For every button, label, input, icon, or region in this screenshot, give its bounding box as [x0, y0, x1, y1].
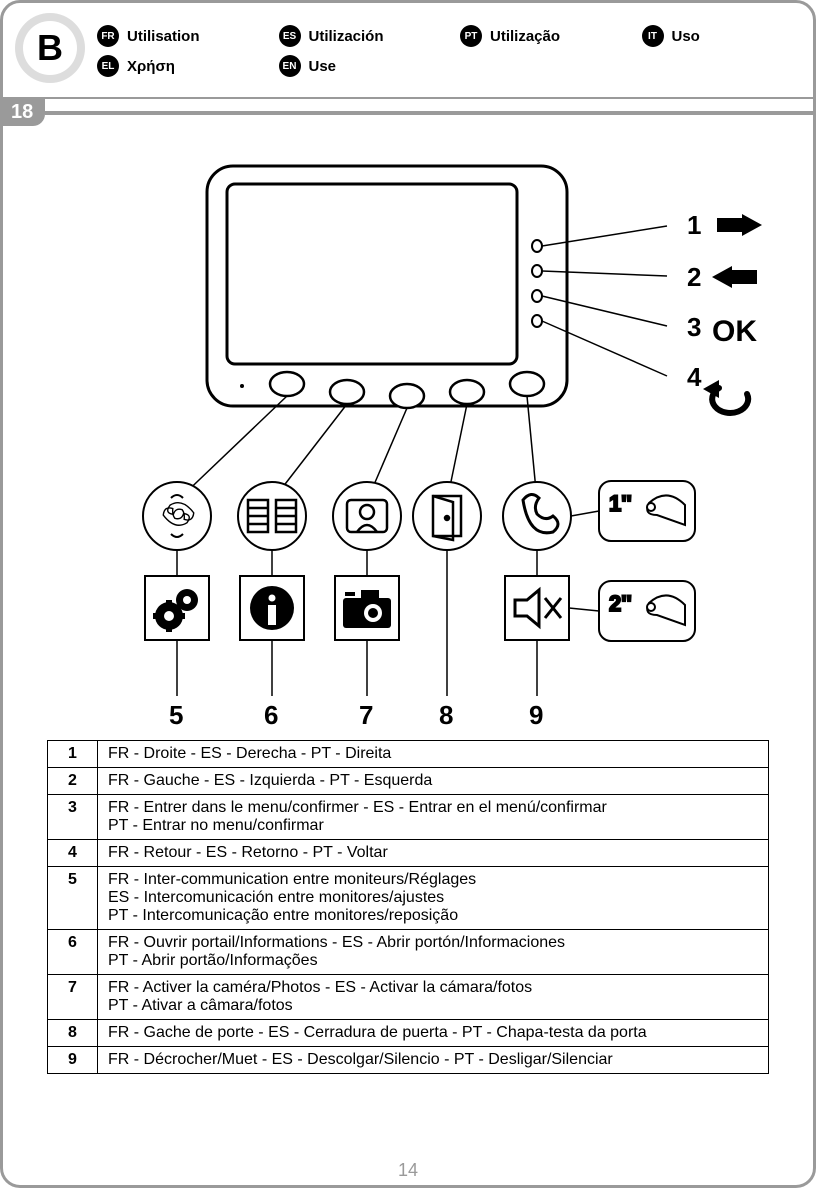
legend-table: 1FR - Droite - ES - Derecha - PT - Direi…: [47, 740, 769, 1074]
lang-code-pt: PT: [460, 25, 482, 47]
side-num-1: 1: [687, 210, 701, 240]
bottom-num-5: 5: [169, 700, 183, 730]
legend-num: 6: [48, 930, 98, 975]
device-diagram: 1 2 3 4 OK: [47, 136, 769, 736]
lang-label-fr: Utilisation: [127, 28, 200, 45]
bottom-num-9: 9: [529, 700, 543, 730]
lang-label-pt: Utilização: [490, 28, 560, 45]
legend-num: 2: [48, 768, 98, 795]
bottom-num-7: 7: [359, 700, 373, 730]
press-2s: 2'': [609, 591, 632, 616]
lang-fr: FR Utilisation: [97, 25, 249, 47]
legend-row: 9FR - Décrocher/Muet - ES - Descolgar/Si…: [48, 1047, 769, 1074]
legend-text: FR - Inter-communication entre moniteurs…: [98, 867, 769, 930]
legend-text: FR - Gache de porte - ES - Cerradura de …: [98, 1020, 769, 1047]
lang-label-el: Χρήση: [127, 58, 175, 75]
lang-code-es: ES: [279, 25, 301, 47]
lang-grid: FR Utilisation ES Utilización PT Utilização…: [97, 21, 793, 77]
legend-num: 3: [48, 795, 98, 840]
legend-row: 4FR - Retour - ES - Retorno - PT - Volta…: [48, 840, 769, 867]
lang-code-fr: FR: [97, 25, 119, 47]
legend-text: FR - Droite - ES - Derecha - PT - Direit…: [98, 741, 769, 768]
lang-code-it: IT: [642, 25, 664, 47]
ok-label: OK: [712, 315, 757, 348]
legend-num: 1: [48, 741, 98, 768]
page-content: 1 2 3 4 OK: [3, 126, 813, 1084]
page-number: 14: [3, 1160, 813, 1181]
bottom-num-6: 6: [264, 700, 278, 730]
legend-row: 6FR - Ouvrir portail/Informations - ES -…: [48, 930, 769, 975]
legend-text: FR - Décrocher/Muet - ES - Descolgar/Sil…: [98, 1047, 769, 1074]
side-num-2: 2: [687, 262, 701, 292]
legend-num: 4: [48, 840, 98, 867]
legend-text: FR - Ouvrir portail/Informations - ES - …: [98, 930, 769, 975]
section-letter: B: [23, 21, 77, 75]
legend-num: 5: [48, 867, 98, 930]
step-bar: 18: [3, 99, 813, 126]
step-number-badge: 18: [3, 99, 45, 126]
lang-label-es: Utilización: [309, 28, 384, 45]
press-1s: 1'': [609, 491, 632, 516]
legend-num: 9: [48, 1047, 98, 1074]
legend-num: 7: [48, 975, 98, 1020]
legend-text: FR - Retour - ES - Retorno - PT - Voltar: [98, 840, 769, 867]
lang-en: EN Use: [279, 55, 431, 77]
lang-label-it: Uso: [672, 28, 700, 45]
lang-code-en: EN: [279, 55, 301, 77]
legend-row: 7FR - Activer la caméra/Photos - ES - Ac…: [48, 975, 769, 1020]
legend-row: 2FR - Gauche - ES - Izquierda - PT - Esq…: [48, 768, 769, 795]
legend-row: 3FR - Entrer dans le menu/confirmer - ES…: [48, 795, 769, 840]
bottom-num-8: 8: [439, 700, 453, 730]
legend-text: FR - Entrer dans le menu/confirmer - ES …: [98, 795, 769, 840]
legend-num: 8: [48, 1020, 98, 1047]
lang-code-el: EL: [97, 55, 119, 77]
side-num-3: 3: [687, 312, 701, 342]
page-header: B FR Utilisation ES Utilización PT Utilizaç…: [3, 3, 813, 87]
lang-el: EL Χρήση: [97, 55, 249, 77]
legend-row: 5FR - Inter-communication entre moniteur…: [48, 867, 769, 930]
legend-row: 8FR - Gache de porte - ES - Cerradura de…: [48, 1020, 769, 1047]
lang-pt: PT Utilização: [460, 25, 612, 47]
step-line: [45, 111, 813, 115]
legend-text: FR - Activer la caméra/Photos - ES - Act…: [98, 975, 769, 1020]
legend-text: FR - Gauche - ES - Izquierda - PT - Esqu…: [98, 768, 769, 795]
lang-es: ES Utilización: [279, 25, 431, 47]
legend-row: 1FR - Droite - ES - Derecha - PT - Direi…: [48, 741, 769, 768]
lang-label-en: Use: [309, 58, 337, 75]
side-num-4: 4: [687, 362, 702, 392]
manual-page: B FR Utilisation ES Utilización PT Utilizaç…: [0, 0, 816, 1188]
lang-it: IT Uso: [642, 25, 794, 47]
